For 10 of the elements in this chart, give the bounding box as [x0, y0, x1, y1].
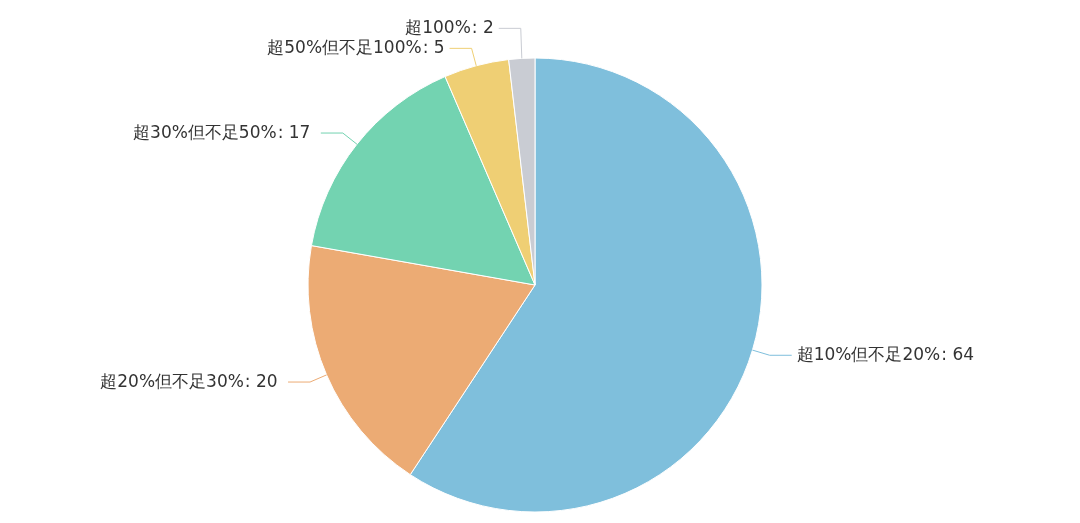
- data-label: : 64: [941, 344, 975, 365]
- data-label: : 17: [277, 122, 311, 143]
- slice-label: 超20%但不足30%: [100, 371, 244, 392]
- data-label: : 5: [422, 37, 445, 58]
- slice-label: 超50%但不足100%: [267, 37, 422, 58]
- slice-label: 超30%但不足50%: [133, 122, 277, 143]
- slice-label: 超10%但不足20%: [796, 344, 941, 365]
- data-label: : 2: [471, 17, 494, 38]
- data-label: : 20: [244, 371, 278, 392]
- slice-label: 超100%: [405, 17, 471, 38]
